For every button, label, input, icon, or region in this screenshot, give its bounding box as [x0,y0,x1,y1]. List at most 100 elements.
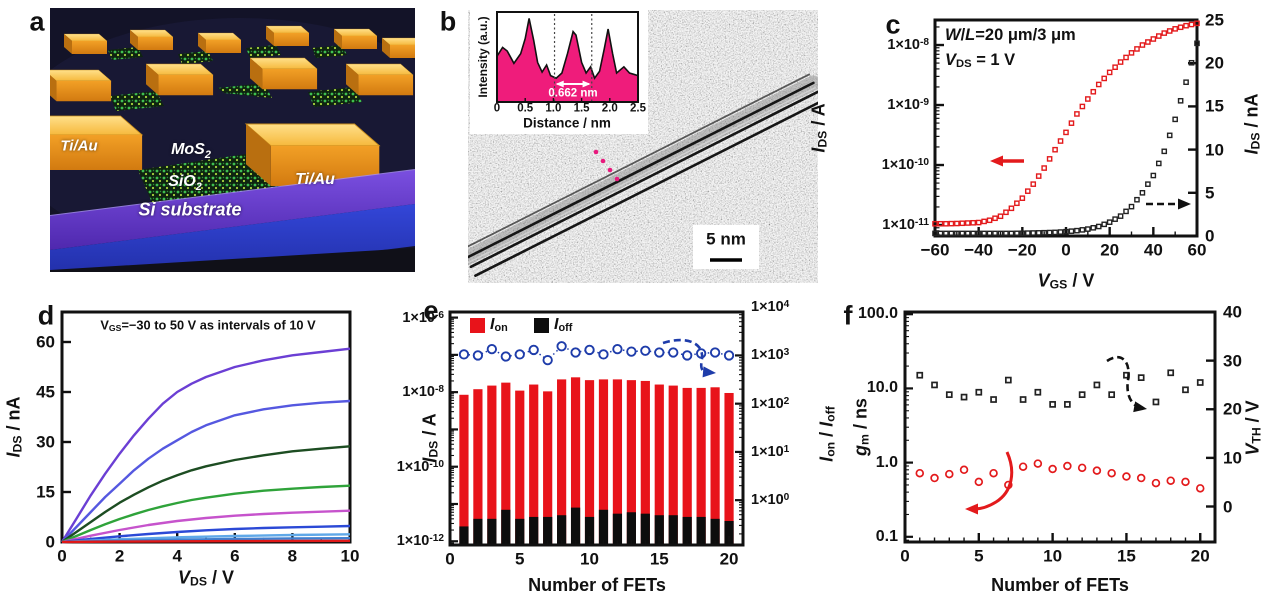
panel-c-right-axis-title: IDS / nA [1241,93,1263,155]
panel-c-x-axis-title: VGS / V [1037,270,1095,292]
ioff-bar [557,515,567,545]
ratio-point [723,350,735,361]
gm-point [1063,461,1072,471]
ion-bar [543,391,553,545]
gm-point [959,465,969,475]
panel-e-x-tick: 10 [580,549,599,569]
ratio-point [458,349,470,360]
mos2-layer-fringes [468,73,818,278]
gm-point [1004,480,1013,490]
panel-f-plot [903,310,1217,544]
ioff-bar [654,515,664,545]
panel-e-right-tick: 1×104 [751,298,790,315]
output-curve [61,533,351,544]
ratio-point [612,343,623,355]
panel-f-x-tick: 10 [1043,546,1063,566]
middle-row-devices [50,57,414,111]
label-substrate: Si substrate [138,199,242,220]
ratio-point [626,346,637,357]
ioff-bar [515,518,525,545]
ioff-bar [710,518,720,545]
inset-y-axis-title: Intensity (a.u.) [476,16,490,98]
ion-bar [696,387,706,545]
panel-label-a: a [29,6,45,37]
gm-point [915,468,925,478]
gm-point [1048,464,1057,474]
ion-bar [557,379,567,545]
ioff-bar [724,520,734,545]
gm-point [945,469,954,479]
ioff-bar [529,516,539,545]
panel-c-right-tick: 0 [1205,226,1215,246]
panel-f-right-tick: 10 [1223,448,1242,468]
panel-c-right-tick: 25 [1205,10,1224,30]
panel-d-y-tick: 60 [36,332,55,352]
ion-bar [710,387,720,545]
panel-f-left-tick: 0.1 [875,527,898,545]
gm-point [930,473,939,483]
panel-f-right-tick: 40 [1223,302,1242,322]
gm-point [1136,473,1146,483]
panel-d-y-tick: 45 [36,382,55,402]
panel-d-x-tick: 10 [340,546,360,566]
panel-c-left-tick: 1×10-10 [881,156,929,173]
label-tiau-left: Ti/Au [60,137,98,155]
ratio-point [598,349,609,360]
label-tiau-right: Ti/Au [295,171,335,188]
ratio-point [514,349,525,360]
panel-c-right-tick: 10 [1205,140,1224,160]
ioff-bar [473,518,483,545]
gm-point [1181,477,1190,487]
ion-bar [626,380,636,545]
output-curve [61,539,351,544]
ratio-point [695,348,707,359]
inset-x-axis-title: Distance / nm [523,115,611,131]
panel-c-right-tick: 15 [1205,96,1224,116]
ioff-bar [459,526,469,545]
panel-c-right-tick: 20 [1205,53,1224,73]
ion-bar [668,385,678,545]
ratio-point [556,341,567,352]
panel-f-x-tick: 0 [900,546,910,566]
ion-bar [724,392,734,545]
output-curve [61,509,351,544]
ratio-point [654,347,665,358]
panel-f-right-tick: 20 [1223,399,1242,419]
panel-d-x-tick: 6 [230,546,240,566]
panel-c-x-tick: −60 [920,240,950,260]
gm-point [989,468,998,478]
sio2-layer [50,170,415,250]
ratio-point [570,347,581,358]
panel-e-right-tick: 1×102 [751,395,790,412]
panel-f-left-tick: 100.0 [857,305,898,323]
ioff-bar [570,507,581,545]
ion-bar [584,380,595,545]
ratio-point [472,350,484,361]
panel-d-x-axis-title: VDS / V [177,567,235,589]
panel-c-x-tick: 40 [1143,240,1163,260]
panel-label-c: c [885,9,901,40]
label-sio2: SiO2 [168,172,202,194]
ioff-bar [682,516,692,545]
output-curve [61,399,351,543]
gm-point [1122,472,1131,481]
gm-point [1151,478,1161,488]
panel-d-y-tick: 0 [45,532,55,552]
legend-ion-label: Ion [490,316,508,334]
ion-bar [612,379,623,545]
ratio-point [486,343,498,355]
ratio-point [640,345,651,356]
panel-c-x-tick: −40 [964,240,994,260]
panel-e-left-tick: 1×10-12 [396,533,444,550]
ioff-bar [543,516,553,545]
panel-c-x-tick: −20 [1007,240,1037,260]
panel-c-right-tick: 5 [1205,183,1215,203]
panel-f-right-axis-title: VTH / V [1242,400,1264,456]
panel-c-annotation-wl: W/L=20 μm/3 μm [945,25,1076,44]
ratio-point [584,344,595,356]
panel-f-right-tick: 30 [1223,351,1242,371]
panel-e-plot [448,310,745,547]
panel-e-x-tick: 20 [719,549,739,569]
ion-bar [598,379,609,545]
